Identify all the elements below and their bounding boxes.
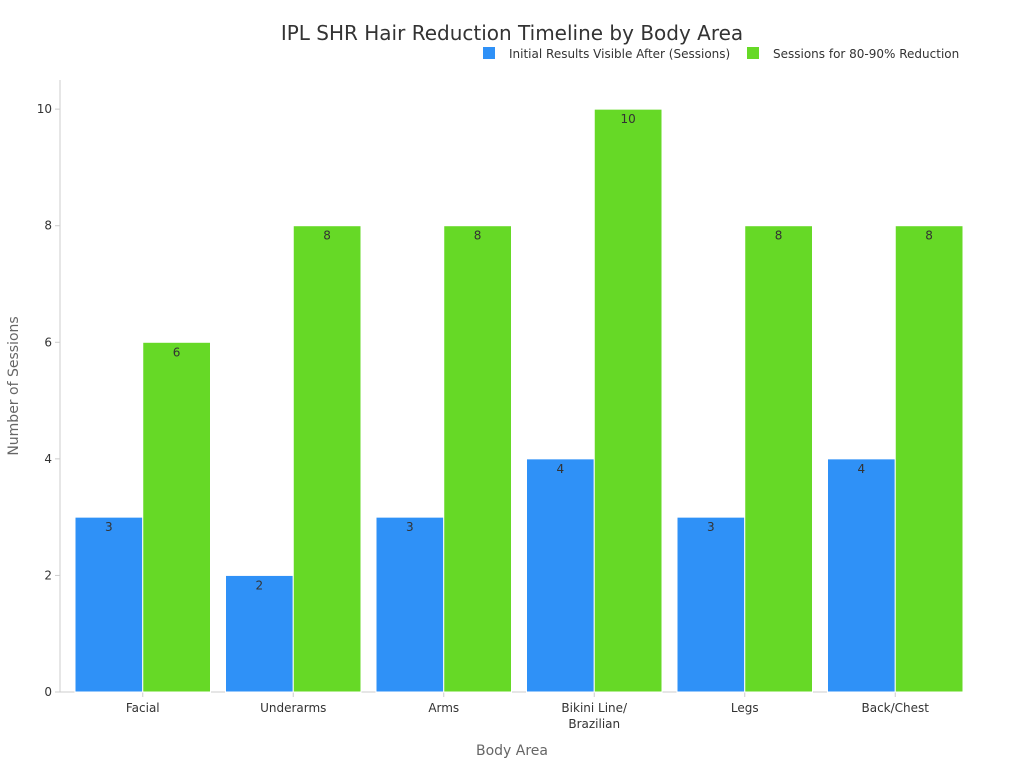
bars (74, 108, 964, 693)
bar-initial-results[interactable] (827, 458, 896, 693)
bar-value-label: 8 (474, 229, 482, 243)
bar-value-label: 10 (620, 112, 635, 126)
y-tick-label: 8 (44, 219, 52, 233)
bar-value-label: 8 (775, 229, 783, 243)
x-tick-label: Facial (126, 701, 160, 715)
x-tick-label: Bikini Line/Brazilian (561, 701, 628, 731)
bar-reduction-sessions[interactable] (292, 225, 362, 693)
bar-value-label: 8 (323, 229, 331, 243)
x-tick-label-line: Facial (126, 701, 160, 715)
legend-swatch-reduction (747, 47, 759, 59)
bar-initial-results[interactable] (74, 516, 144, 693)
x-tick-label-line: Bikini Line/ (561, 701, 628, 715)
y-tick-label: 10 (37, 102, 52, 116)
bar-value-label: 3 (105, 520, 113, 534)
y-tick-label: 4 (44, 452, 52, 466)
bar-value-label: 3 (406, 520, 414, 534)
bar-initial-results[interactable] (375, 516, 445, 693)
x-tick-label-line: Underarms (260, 701, 326, 715)
bar-reduction-sessions[interactable] (142, 341, 211, 693)
x-tick-label-line: Brazilian (568, 717, 620, 731)
y-axis-title: Number of Sessions (6, 316, 22, 455)
x-tick-label: Underarms (260, 701, 326, 715)
bar-reduction-sessions[interactable] (894, 225, 964, 693)
bar-value-label: 4 (858, 462, 866, 476)
x-tick-label-line: Legs (731, 701, 759, 715)
legend-label-reduction: Sessions for 80-90% Reduction (773, 47, 959, 61)
legend: Initial Results Visible After (Sessions)… (483, 47, 959, 61)
bar-reduction-sessions[interactable] (744, 225, 813, 693)
bar-initial-results[interactable] (526, 458, 595, 693)
x-tick-label: Back/Chest (862, 701, 930, 715)
y-ticks: 0 2 4 6 8 10 (37, 102, 60, 699)
y-tick-label: 6 (44, 335, 52, 349)
x-tick-label: Legs (731, 701, 759, 715)
bar-value-label: 3 (707, 520, 715, 534)
bar-value-label: 8 (925, 229, 933, 243)
y-tick-label: 2 (44, 568, 52, 582)
bar-value-label: 2 (256, 578, 264, 592)
legend-swatch-initial (483, 47, 495, 59)
bar-reduction-sessions[interactable] (593, 108, 663, 693)
x-tick-label-line: Arms (428, 701, 459, 715)
bar-initial-results[interactable] (225, 574, 294, 693)
x-tick-label: Arms (428, 701, 459, 715)
bar-initial-results[interactable] (676, 516, 746, 693)
bar-reduction-sessions[interactable] (443, 225, 512, 693)
x-tick-label-line: Back/Chest (862, 701, 930, 715)
x-ticks: Facial Underarms Arms Bikini Line/Brazilian… (126, 692, 929, 731)
legend-label-initial: Initial Results Visible After (Sessions) (509, 47, 730, 61)
chart-title: IPL SHR Hair Reduction Timeline by Body … (281, 21, 743, 45)
bar-labels: 3 6 2 8 3 8 4 10 3 8 4 8 (105, 112, 933, 592)
bar-value-label: 4 (557, 462, 565, 476)
bar-value-label: 6 (173, 345, 181, 359)
x-axis-title: Body Area (476, 743, 548, 759)
y-tick-label: 0 (44, 685, 52, 699)
